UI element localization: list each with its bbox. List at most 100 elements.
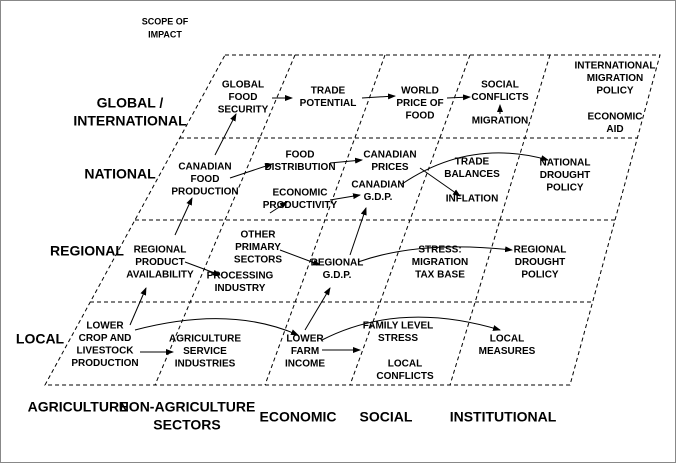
- column-label-line: AGRICULTURE: [28, 399, 129, 415]
- node-line: GLOBAL: [222, 80, 264, 91]
- node-line: FOOD: [286, 150, 315, 161]
- column-label: INSTITUTIONAL: [450, 409, 557, 425]
- node-line: CANADIAN: [178, 162, 231, 173]
- node-line: LOWER: [86, 321, 124, 332]
- scope-header-line: IMPACT: [148, 29, 182, 39]
- row-label: REGIONAL: [50, 243, 124, 259]
- node-line: SECTORS: [234, 255, 282, 266]
- node-line: AGRICULTURE: [169, 334, 241, 345]
- row-label: NATIONAL: [84, 166, 156, 182]
- node-line: WORLD: [401, 86, 439, 97]
- node-line: POLICY: [521, 270, 559, 281]
- row-label-line: GLOBAL /: [97, 95, 164, 111]
- node-line: MIGRATION: [472, 116, 528, 127]
- node-line: DROUGHT: [515, 257, 566, 268]
- node-line: FOOD: [191, 174, 220, 185]
- node-line: REGIONAL: [134, 245, 187, 256]
- column-label: SOCIAL: [360, 409, 413, 425]
- node-line: INFLATION: [446, 194, 499, 205]
- node-line: SERVICE: [183, 346, 227, 357]
- node-line: OTHER: [241, 230, 277, 241]
- column-label-line: NON-AGRICULTURE: [119, 399, 256, 415]
- node-line: STRESS: [378, 333, 418, 344]
- node-line: REGIONAL: [311, 258, 364, 269]
- node-line: MEASURES: [479, 346, 536, 357]
- node-line: REGIONAL: [514, 245, 567, 256]
- node-line: ECONOMIC: [273, 188, 328, 199]
- node-line: CANADIAN: [351, 180, 404, 191]
- node-line: DROUGHT: [540, 170, 591, 181]
- node-line: POLICY: [546, 183, 584, 194]
- row-label: LOCAL: [16, 331, 65, 347]
- node-line: FOOD: [229, 92, 258, 103]
- row-label-line: REGIONAL: [50, 243, 124, 259]
- row-label-line: LOCAL: [16, 331, 65, 347]
- node-line: ECONOMIC: [588, 112, 643, 123]
- node-line: CROP AND: [79, 333, 132, 344]
- column-label-line: SECTORS: [153, 417, 220, 433]
- node-line: FARM: [291, 346, 319, 357]
- node-line: LOWER: [286, 334, 324, 345]
- node-line: PRICE OF: [396, 98, 443, 109]
- grid: [44, 54, 661, 386]
- row-label: GLOBAL / INTERNATIONAL: [73, 95, 187, 129]
- node-line: G.D.P.: [364, 192, 393, 203]
- node-line: AVAILABILITY: [126, 270, 194, 281]
- node-line: POLICY: [596, 86, 634, 97]
- node-line: PRIMARY: [235, 242, 281, 253]
- node-line: PRODUCTIVITY: [263, 200, 338, 211]
- node-line: INDUSTRIES: [175, 359, 236, 370]
- scope-header-line: SCOPE OF: [142, 16, 189, 26]
- row-label-line: NATIONAL: [84, 166, 156, 182]
- arrows: [129, 93, 549, 355]
- node: STRESS:MIGRATION TAX BASE: [412, 245, 468, 281]
- node-line: FOOD: [406, 111, 435, 122]
- node-line: MIGRATION: [587, 73, 643, 84]
- node-line: INDUSTRY: [215, 283, 266, 294]
- node-line: BALANCES: [444, 169, 500, 180]
- node-line: PROCESSING: [207, 271, 274, 282]
- node: MIGRATION: [472, 116, 528, 127]
- node-line: FAMILY LEVEL: [363, 321, 434, 332]
- node-line: TRADE: [455, 157, 490, 168]
- column-label: ECONOMIC: [260, 409, 337, 425]
- node-line: PRODUCTION: [171, 187, 238, 198]
- node-line: CONFLICTS: [471, 92, 529, 103]
- node-line: PRODUCT: [135, 257, 184, 268]
- column-label: NON-AGRICULTURE SECTORS: [119, 399, 256, 433]
- node-line: TAX BASE: [415, 270, 465, 281]
- scope-header: SCOPE OF IMPACT: [142, 16, 189, 39]
- node-line: INTERNATIONAL: [575, 61, 656, 72]
- node-line: LOCAL: [490, 334, 524, 345]
- node-line: LIVESTOCK: [76, 346, 134, 357]
- node-line: POTENTIAL: [300, 98, 357, 109]
- column-label-line: ECONOMIC: [260, 409, 337, 425]
- node-line: CANADIAN: [363, 150, 416, 161]
- row-label-line: INTERNATIONAL: [73, 113, 187, 129]
- node-line: SOCIAL: [481, 80, 519, 91]
- node-line: PRODUCTION: [71, 358, 138, 369]
- node-line: AID: [606, 124, 623, 135]
